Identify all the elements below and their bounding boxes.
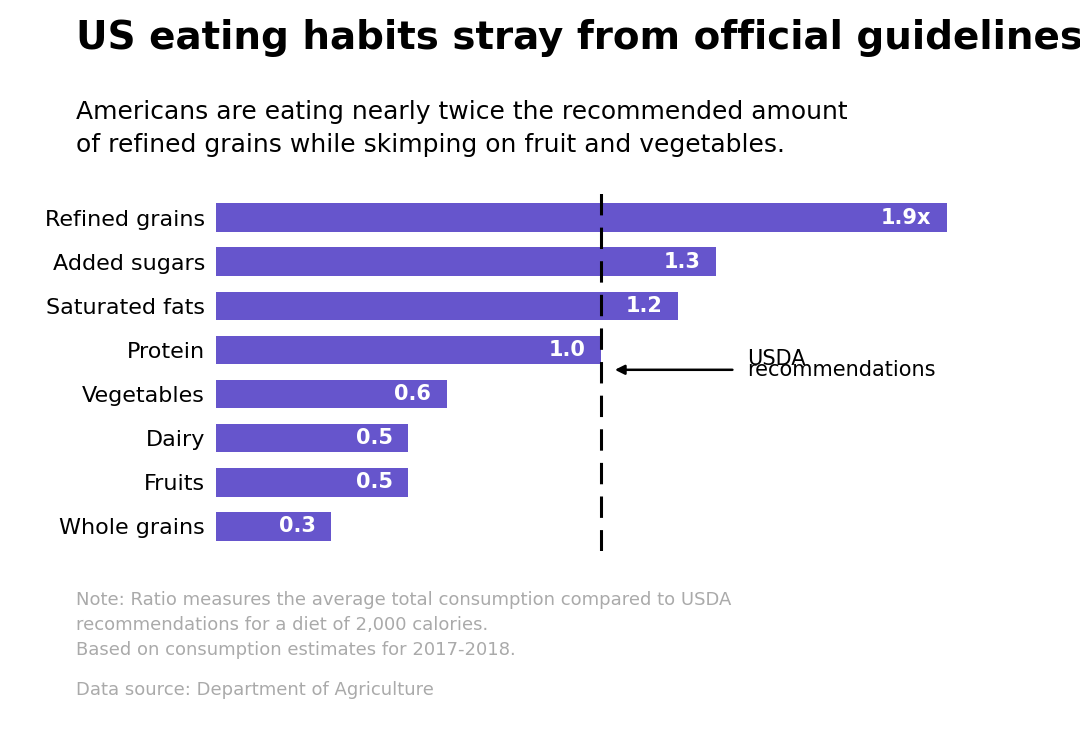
Bar — [216, 292, 677, 320]
Text: 0.5: 0.5 — [356, 472, 393, 493]
Bar — [216, 379, 447, 408]
Text: 0.3: 0.3 — [279, 516, 316, 536]
Bar — [216, 203, 947, 232]
Text: recommendations: recommendations — [746, 360, 935, 379]
Text: 1.9x: 1.9x — [881, 208, 931, 228]
Text: Data source: Department of Agriculture: Data source: Department of Agriculture — [76, 681, 433, 699]
Bar — [216, 424, 408, 452]
Text: 1.2: 1.2 — [625, 296, 662, 316]
Bar — [216, 512, 332, 541]
Bar — [216, 468, 408, 496]
Text: USDA: USDA — [746, 349, 806, 369]
Text: 0.6: 0.6 — [394, 384, 431, 404]
Text: 1.0: 1.0 — [549, 340, 585, 360]
Bar — [216, 248, 716, 276]
Text: Americans are eating nearly twice the recommended amount
of refined grains while: Americans are eating nearly twice the re… — [76, 100, 847, 157]
Text: Note: Ratio measures the average total consumption compared to USDA
recommendati: Note: Ratio measures the average total c… — [76, 591, 731, 659]
Text: 0.5: 0.5 — [356, 428, 393, 448]
Bar — [216, 336, 600, 365]
Text: US eating habits stray from official guidelines: US eating habits stray from official gui… — [76, 19, 1080, 57]
Text: 1.3: 1.3 — [664, 251, 701, 272]
